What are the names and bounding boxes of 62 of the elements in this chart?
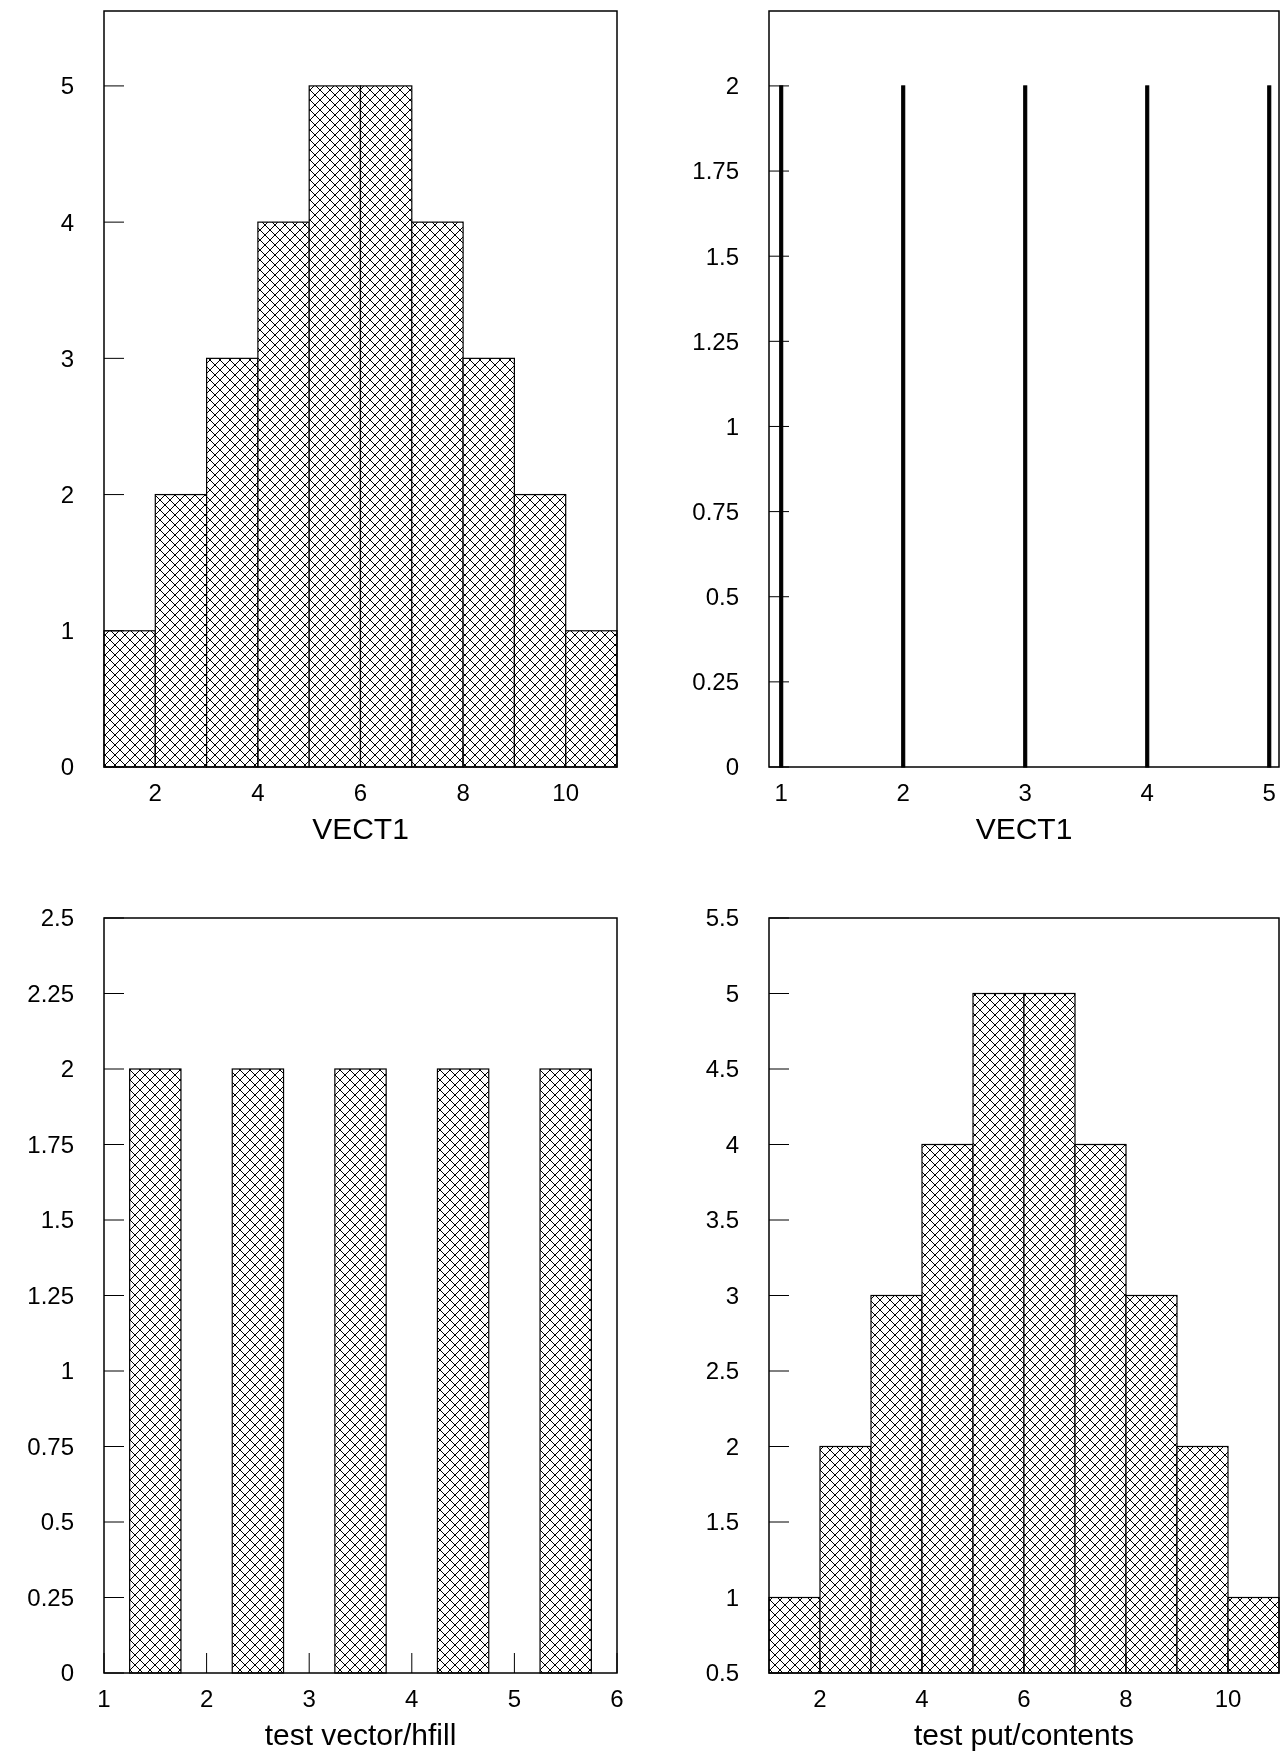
y-tick-label: 2 bbox=[725, 1432, 739, 1460]
y-tick-label: 4.5 bbox=[705, 1055, 739, 1083]
y-tick-label: 2 bbox=[725, 72, 739, 100]
y-tick-label: 1.75 bbox=[27, 1130, 74, 1158]
x-tick-label: 4 bbox=[1140, 779, 1154, 806]
y-tick-label: 2 bbox=[60, 480, 74, 508]
x-tick-label: 5 bbox=[1262, 779, 1276, 806]
x-tick-label: 2 bbox=[896, 779, 910, 806]
y-tick-label: 4 bbox=[60, 208, 74, 236]
y-tick-label: 1 bbox=[60, 1357, 74, 1385]
x-axis-title: VECT1 bbox=[975, 812, 1073, 845]
x-tick-label: 4 bbox=[251, 779, 265, 806]
y-tick-label: 0.5 bbox=[705, 1659, 739, 1687]
x-tick-label: 6 bbox=[1017, 1685, 1031, 1712]
y-tick-label: 3 bbox=[60, 344, 74, 372]
y-tick-label: 5 bbox=[60, 72, 74, 100]
x-tick-label: 8 bbox=[456, 779, 470, 806]
y-tick-label: 0 bbox=[725, 753, 739, 781]
x-tick-label: 8 bbox=[1119, 1685, 1133, 1712]
y-tick-label: 1 bbox=[725, 412, 739, 440]
y-tick-label: 1.5 bbox=[705, 1508, 739, 1536]
y-tick-label: 1.5 bbox=[705, 242, 739, 270]
y-tick-label: 2 bbox=[60, 1055, 74, 1083]
x-tick-label: 3 bbox=[1018, 779, 1032, 806]
x-tick-label: 3 bbox=[302, 1685, 316, 1712]
x-tick-label: 2 bbox=[148, 779, 162, 806]
x-tick-label: 4 bbox=[915, 1685, 929, 1712]
y-tick-label: 1.25 bbox=[27, 1281, 74, 1309]
y-tick-label: 0.25 bbox=[27, 1583, 74, 1611]
x-tick-label: 6 bbox=[353, 779, 368, 806]
y-tick-label: 2.25 bbox=[27, 979, 74, 1007]
x-tick-label: 2 bbox=[199, 1685, 214, 1712]
y-tick-label: 4 bbox=[725, 1130, 739, 1158]
y-tick-label: 5 bbox=[725, 979, 739, 1007]
y-tick-label: 0.25 bbox=[692, 668, 739, 696]
y-tick-label: 0 bbox=[60, 1659, 74, 1687]
x-tick-label: 6 bbox=[610, 1685, 624, 1712]
y-tick-label: 0.5 bbox=[705, 583, 739, 611]
y-tick-label: 3.5 bbox=[705, 1206, 739, 1234]
y-tick-label: 0.75 bbox=[692, 497, 739, 525]
x-tick-label: 1 bbox=[97, 1685, 111, 1712]
x-tick-label: 10 bbox=[1214, 1685, 1242, 1712]
y-tick-label: 0 bbox=[60, 753, 74, 781]
x-tick-label: 4 bbox=[405, 1685, 419, 1712]
x-tick-label: 10 bbox=[552, 779, 580, 806]
y-tick-label: 0.75 bbox=[27, 1432, 74, 1460]
y-tick-label: 1.5 bbox=[40, 1206, 74, 1234]
x-tick-label: 2 bbox=[813, 1685, 827, 1712]
x-axis-title: test vector/hfill bbox=[264, 1718, 457, 1751]
y-tick-label: 3 bbox=[725, 1281, 739, 1309]
y-tick-label: 1 bbox=[60, 617, 74, 645]
y-tick-label: 0.5 bbox=[40, 1508, 74, 1536]
y-tick-label: 2.5 bbox=[705, 1357, 739, 1385]
x-tick-label: 5 bbox=[507, 1685, 522, 1712]
y-tick-label: 1 bbox=[725, 1583, 739, 1611]
x-tick-label: 1 bbox=[774, 779, 788, 806]
y-tick-label: 2.5 bbox=[40, 904, 74, 932]
y-tick-label: 5.5 bbox=[705, 904, 739, 932]
y-tick-label: 1.25 bbox=[692, 327, 739, 355]
y-tick-label: 1.75 bbox=[692, 157, 739, 185]
x-axis-title: test put/contents bbox=[913, 1718, 1135, 1751]
x-axis-title: VECT1 bbox=[312, 812, 409, 845]
